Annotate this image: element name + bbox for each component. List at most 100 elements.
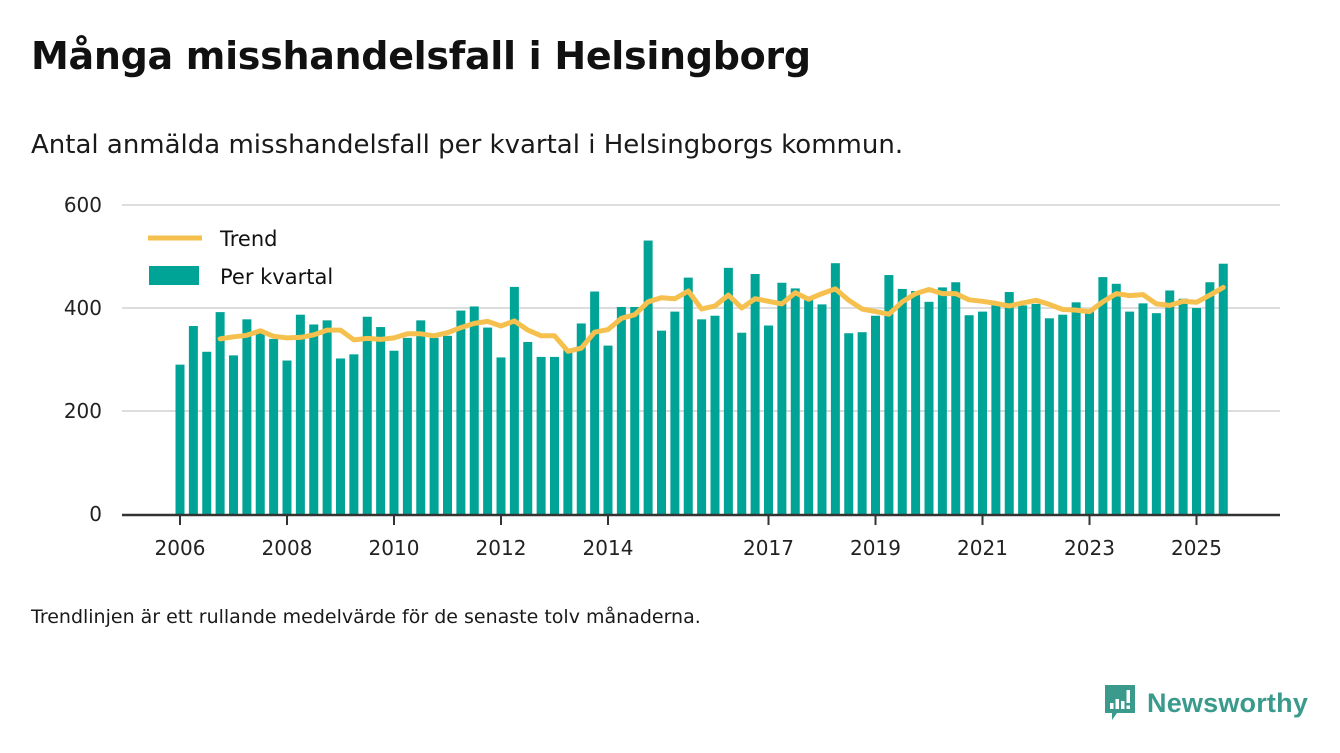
bar	[402, 337, 412, 514]
bar	[1178, 298, 1188, 514]
bar	[496, 357, 506, 514]
axes: 0 200 400 600 2006 2008 2010 2012 2014 2017 2019 20…	[64, 193, 1280, 560]
y-tick-label: 600	[64, 193, 102, 217]
bar	[764, 325, 773, 514]
bar	[1098, 277, 1108, 514]
chart-title: Många misshandelsfall i Helsingborg	[31, 34, 811, 78]
bar	[630, 306, 640, 514]
trend-line	[217, 284, 1226, 354]
bar	[1071, 302, 1081, 514]
x-tick-label: 2012	[476, 536, 527, 560]
bar	[683, 277, 693, 514]
bar	[469, 306, 479, 514]
bar	[871, 315, 880, 514]
bar	[429, 337, 439, 514]
bar	[857, 332, 867, 514]
bar	[1031, 303, 1041, 514]
bar	[1138, 303, 1148, 514]
legend-bars-swatch	[149, 266, 199, 285]
bar	[1044, 318, 1054, 514]
bar	[536, 356, 546, 514]
x-tick-label: 2017	[743, 536, 794, 560]
bar	[282, 360, 292, 514]
bar	[1018, 305, 1028, 514]
bar	[242, 319, 252, 514]
x-tick-label: 2010	[369, 536, 420, 560]
bar	[1111, 283, 1121, 514]
bar	[911, 291, 921, 514]
bar	[616, 306, 626, 514]
bar-chart-speech-bubble-icon	[1105, 685, 1135, 720]
x-tick-label: 2014	[583, 536, 634, 560]
bar	[509, 286, 519, 514]
bar	[937, 287, 947, 514]
y-tick-label: 0	[89, 502, 102, 526]
brand-logo[interactable]: Newsworthy	[1103, 683, 1308, 723]
bar	[215, 312, 225, 514]
bar	[978, 311, 987, 514]
bar	[897, 288, 907, 514]
bar	[750, 274, 760, 514]
bar	[456, 310, 466, 514]
bar	[697, 319, 707, 514]
bar	[1004, 292, 1014, 514]
bar	[563, 349, 573, 514]
bar	[550, 356, 559, 514]
bar	[777, 282, 787, 514]
bar	[737, 332, 747, 514]
legend: Trend Per kvartal	[148, 227, 333, 289]
bar	[229, 355, 238, 514]
bar	[1205, 282, 1215, 514]
bar	[1125, 311, 1135, 514]
bar	[1165, 290, 1175, 514]
bar	[349, 354, 359, 514]
bar	[202, 351, 212, 514]
bar	[790, 288, 800, 514]
bar	[603, 345, 613, 514]
bar	[188, 326, 198, 514]
legend-bars-label: Per kvartal	[220, 265, 333, 289]
bar	[389, 350, 399, 514]
x-tick-label: 2025	[1171, 536, 1222, 560]
bar	[1058, 314, 1068, 514]
bar	[884, 275, 894, 514]
bar	[362, 316, 372, 514]
bar	[1218, 263, 1228, 514]
x-tick-label: 2021	[957, 536, 1008, 560]
bar	[255, 331, 265, 514]
chart-subtitle: Antal anmälda misshandelsfall per kvarta…	[31, 130, 904, 160]
trend-series	[217, 284, 1226, 354]
x-tick-label: 2019	[850, 536, 901, 560]
y-tick-label: 200	[64, 399, 102, 423]
bar	[443, 335, 452, 514]
bar	[295, 314, 305, 514]
bar	[1151, 313, 1161, 514]
bar	[991, 303, 1001, 514]
bar	[951, 282, 961, 514]
bar	[1192, 308, 1201, 514]
bar	[322, 320, 332, 514]
bar	[830, 263, 840, 514]
bar	[590, 291, 600, 514]
bar	[924, 301, 934, 514]
bar	[1085, 310, 1094, 514]
bar	[309, 324, 319, 514]
bar	[643, 240, 653, 514]
bar	[710, 315, 720, 514]
x-tick-label: 2006	[155, 536, 206, 560]
x-tick-label: 2023	[1064, 536, 1115, 560]
bar	[657, 330, 666, 514]
legend-trend-label: Trend	[219, 227, 277, 251]
bar	[844, 333, 854, 514]
footnote: Trendlinjen är ett rullande medelvärde f…	[31, 606, 701, 628]
chart-area: 0 200 400 600 2006 2008 2010 2012 2014 2017 2019 20…	[64, 193, 1280, 560]
y-tick-label: 400	[64, 296, 102, 320]
bar	[269, 338, 279, 514]
brand-name: Newsworthy	[1147, 687, 1309, 718]
bar	[576, 323, 586, 514]
bar	[670, 311, 680, 514]
bar	[817, 304, 827, 514]
bar	[416, 320, 426, 514]
bar	[483, 327, 493, 514]
bar	[804, 297, 814, 514]
